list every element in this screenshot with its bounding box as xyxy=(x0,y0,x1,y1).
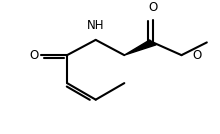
Text: O: O xyxy=(29,49,38,62)
Text: NH: NH xyxy=(87,19,104,32)
Text: O: O xyxy=(148,1,158,14)
Polygon shape xyxy=(124,40,156,55)
Text: O: O xyxy=(192,49,202,62)
